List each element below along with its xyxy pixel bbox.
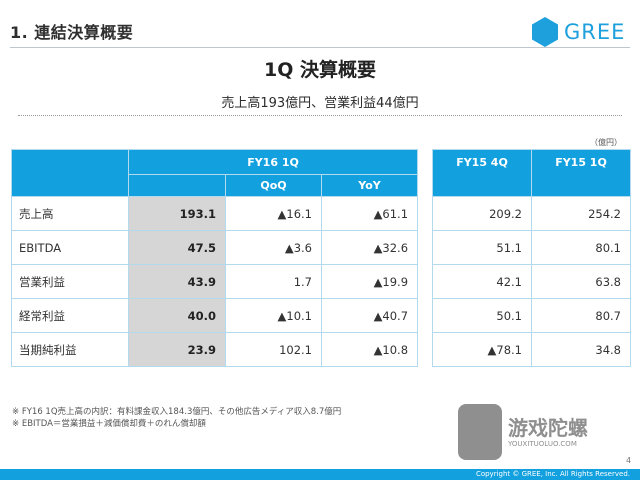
qoq-value: 1.7 — [225, 264, 322, 299]
yoy-value: ▲19.9 — [320, 264, 419, 299]
table-row: 当期純利益 23.9 102.1 ▲10.8 — [11, 332, 419, 367]
fy15-4q-value: 42.1 — [432, 264, 532, 299]
qoq-header: QoQ — [225, 174, 322, 197]
row-label: EBITDA — [11, 230, 129, 265]
yoy-value: ▲40.7 — [320, 298, 419, 333]
yoy-value: ▲61.1 — [320, 196, 419, 231]
watermark-logo-icon — [458, 404, 502, 460]
page-number: 4 — [626, 456, 632, 465]
period-header-fy16-1q: FY16 1Q — [127, 149, 419, 175]
fy16-1q-value: 43.9 — [128, 264, 226, 299]
fy15-1q-value: 80.7 — [531, 298, 631, 333]
fy15-1q-value: 254.2 — [531, 196, 631, 231]
fy15-1q-value: 34.8 — [531, 332, 631, 367]
fy16-1q-value-header — [128, 174, 226, 197]
subtitle-divider — [18, 115, 622, 116]
row-label: 営業利益 — [11, 264, 129, 299]
qoq-value: ▲3.6 — [225, 230, 322, 265]
yoy-value: ▲32.6 — [320, 230, 419, 265]
fy15-1q-value: 80.1 — [531, 230, 631, 265]
watermark-text: 游戏陀螺 — [508, 416, 588, 440]
copyright-text: Copyright © GREE, Inc. All Rights Reserv… — [475, 470, 630, 478]
page-title: 1Q 決算概要 — [264, 59, 376, 81]
fy15-1q-header: FY15 1Q — [531, 149, 631, 197]
watermark: 游戏陀螺 YOUXITUOLUO.COM — [458, 402, 608, 462]
footer-bar: Copyright © GREE, Inc. All Rights Reserv… — [0, 469, 640, 480]
table-row: 50.1 80.7 — [432, 298, 631, 333]
table-row: 営業利益 43.9 1.7 ▲19.9 — [11, 264, 419, 299]
qoq-value: 102.1 — [225, 332, 322, 367]
logo-text: GREE — [564, 20, 626, 44]
unit-label: （億円） — [590, 138, 622, 147]
gree-logo: GREE — [530, 14, 630, 50]
table-corner-header — [11, 149, 129, 197]
fy15-1q-value: 63.8 — [531, 264, 631, 299]
yoy-header: YoY — [320, 174, 419, 197]
table-row: 51.1 80.1 — [432, 230, 631, 265]
footnotes: ※ FY16 1Q売上高の内訳：有料課金収入184.3億円、その他広告メディア収… — [12, 406, 341, 430]
row-label: 経常利益 — [11, 298, 129, 333]
table-row: 経常利益 40.0 ▲10.1 ▲40.7 — [11, 298, 419, 333]
footnote: ※ EBITDA＝営業損益＋減価償却費＋のれん償却額 — [12, 419, 206, 429]
fy16-1q-value: 40.0 — [128, 298, 226, 333]
qoq-value: ▲10.1 — [225, 298, 322, 333]
fy16-1q-value: 23.9 — [128, 332, 226, 367]
fy16-1q-value: 193.1 — [128, 196, 226, 231]
fy15-4q-value: 209.2 — [432, 196, 532, 231]
table-row: ▲78.1 34.8 — [432, 332, 631, 367]
qoq-value: ▲16.1 — [225, 196, 322, 231]
header-divider — [10, 47, 630, 48]
results-table-fy16-1q: FY16 1Q QoQ YoY 売上高 193.1 ▲16.1 ▲61.1 EB… — [11, 149, 419, 367]
footnote: ※ FY16 1Q売上高の内訳：有料課金収入184.3億円、その他広告メディア収… — [12, 407, 342, 417]
page-subtitle: 売上高193億円、営業利益44億円 — [221, 96, 419, 111]
table-row: 209.2 254.2 — [432, 196, 631, 231]
comparison-table: FY15 4Q FY15 1Q 209.2 254.2 51.1 80.1 42… — [432, 149, 631, 367]
hexagon-logo-icon — [532, 17, 558, 47]
table-row: EBITDA 47.5 ▲3.6 ▲32.6 — [11, 230, 419, 265]
table-row: 42.1 63.8 — [432, 264, 631, 299]
fy15-4q-value: ▲78.1 — [432, 332, 532, 367]
fy15-4q-value: 51.1 — [432, 230, 532, 265]
row-label: 当期純利益 — [11, 332, 129, 367]
watermark-url: YOUXITUOLUO.COM — [508, 440, 577, 448]
fy16-1q-value: 47.5 — [128, 230, 226, 265]
fy15-4q-value: 50.1 — [432, 298, 532, 333]
table-row: 売上高 193.1 ▲16.1 ▲61.1 — [11, 196, 419, 231]
yoy-value: ▲10.8 — [320, 332, 419, 367]
row-label: 売上高 — [11, 196, 129, 231]
section-title: 1. 連結決算概要 — [10, 23, 134, 42]
fy15-4q-header: FY15 4Q — [432, 149, 532, 197]
